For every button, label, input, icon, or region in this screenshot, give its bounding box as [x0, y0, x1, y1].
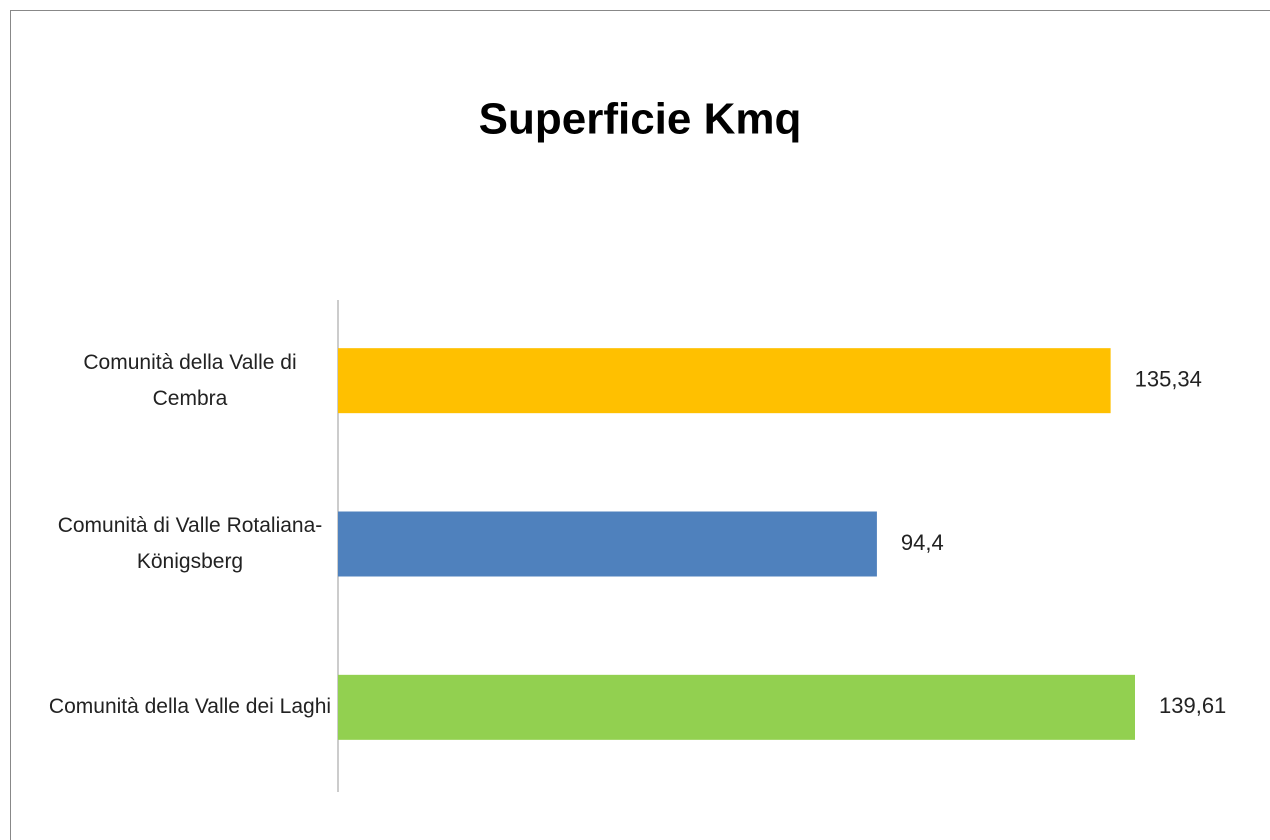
category-label: Comunità di Valle Rotaliana-Königsberg [57, 514, 323, 573]
bar [338, 348, 1111, 414]
category-label: Comunità della Valle di Cembra [83, 350, 297, 410]
category-label: Comunità della Valle dei Laghi [48, 695, 332, 719]
value-label: 94,4 [901, 530, 944, 555]
chart-title: Superficie Kmq [479, 95, 802, 144]
bar [338, 674, 1135, 740]
bar [338, 511, 877, 577]
value-label: 139,61 [1159, 693, 1226, 718]
value-label: 135,34 [1135, 366, 1202, 391]
chart-frame [10, 10, 1270, 840]
